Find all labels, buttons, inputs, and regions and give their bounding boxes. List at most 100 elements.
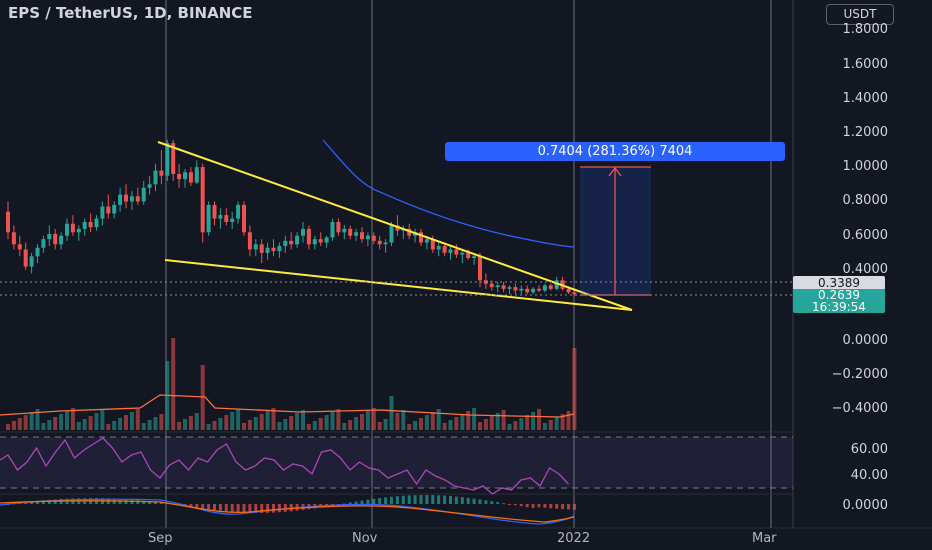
macd-histogram-bar bbox=[484, 500, 488, 504]
macd-histogram-bar bbox=[248, 504, 252, 513]
volume-bar bbox=[478, 422, 482, 430]
volume-bar bbox=[112, 421, 117, 430]
volume-bar bbox=[153, 417, 158, 430]
currency-button[interactable]: USDT bbox=[826, 4, 894, 25]
candle-body bbox=[29, 256, 34, 267]
macd-histogram-bar bbox=[360, 500, 364, 504]
macd-histogram-bar bbox=[454, 496, 458, 504]
volume-bar bbox=[389, 396, 394, 430]
candle-body bbox=[554, 280, 559, 289]
candle-body bbox=[301, 228, 305, 236]
volume-bar bbox=[159, 414, 164, 430]
candle-body bbox=[289, 240, 294, 245]
candle-body bbox=[11, 232, 16, 245]
volume-bar bbox=[413, 421, 418, 430]
candle-body bbox=[242, 204, 246, 233]
volume-bar bbox=[454, 417, 459, 430]
rsi-line bbox=[0, 437, 569, 495]
macd-histogram-bar bbox=[354, 501, 358, 504]
macd-histogram-bar bbox=[372, 498, 376, 504]
volume-bar bbox=[436, 409, 441, 430]
candle-body bbox=[112, 204, 117, 214]
candle-body bbox=[389, 225, 394, 243]
candle-body bbox=[230, 218, 235, 222]
candle-body bbox=[124, 194, 128, 202]
candle-body bbox=[548, 285, 553, 289]
volume-bar bbox=[236, 409, 241, 430]
candle-body bbox=[531, 288, 536, 293]
volume-bar bbox=[377, 422, 382, 430]
macd-histogram-bar bbox=[283, 504, 287, 512]
candle-body bbox=[342, 228, 347, 233]
price-tick: 1.4000 bbox=[842, 91, 889, 106]
volume-bar bbox=[23, 415, 28, 430]
price-tick: 0.4000 bbox=[842, 262, 889, 277]
macd-histogram-bar bbox=[572, 504, 576, 510]
candle-body bbox=[436, 246, 441, 250]
moving-average-line bbox=[322, 139, 575, 248]
rsi-pane bbox=[0, 436, 793, 495]
volume-bar bbox=[65, 411, 69, 430]
volume-bar bbox=[525, 415, 530, 430]
volume-bar bbox=[141, 423, 146, 430]
candle-body bbox=[371, 235, 376, 241]
volume-bar bbox=[76, 422, 81, 430]
candle-body bbox=[194, 167, 199, 183]
candle-body bbox=[76, 228, 81, 233]
volume-bar bbox=[295, 413, 300, 430]
macd-tick: 0.0000 bbox=[842, 498, 889, 513]
volume-bar bbox=[301, 410, 305, 430]
volume-bar bbox=[495, 413, 500, 430]
candle-body bbox=[489, 283, 494, 288]
volume-bar bbox=[354, 417, 359, 430]
macd-histogram-bar bbox=[513, 504, 517, 506]
candle-body bbox=[501, 285, 506, 289]
volume-bar bbox=[88, 416, 93, 430]
macd-histogram-bar bbox=[431, 495, 435, 504]
candle-body bbox=[47, 234, 52, 240]
macd-histogram-bar bbox=[236, 504, 240, 513]
macd-histogram-bar bbox=[201, 504, 205, 509]
volume-bar bbox=[312, 421, 317, 430]
volume-bar bbox=[29, 412, 34, 430]
volume-bar bbox=[548, 420, 553, 430]
volume-bar bbox=[383, 419, 388, 430]
volume-bar bbox=[147, 420, 152, 430]
candle-body bbox=[41, 239, 46, 248]
volume-bar bbox=[330, 412, 335, 430]
volume-bar bbox=[430, 412, 435, 430]
macd-histogram-bar bbox=[390, 496, 393, 504]
volume-bar bbox=[472, 408, 477, 430]
volume-bar bbox=[94, 413, 99, 430]
volume-bar bbox=[342, 423, 347, 430]
macd-histogram-bar bbox=[378, 498, 382, 504]
macd-histogram-bar bbox=[449, 496, 452, 504]
candle-body bbox=[395, 225, 400, 231]
volume-bar bbox=[407, 424, 412, 430]
volume-bar bbox=[531, 412, 536, 430]
candle-body bbox=[460, 252, 465, 255]
candle-body bbox=[542, 285, 547, 291]
candle-body bbox=[129, 196, 134, 202]
macd-histogram-bar bbox=[384, 497, 388, 504]
candle-body bbox=[283, 240, 288, 246]
candle-body bbox=[106, 206, 111, 214]
candle-body bbox=[348, 228, 353, 236]
volume-bar bbox=[230, 412, 235, 430]
price-tick: 0.8000 bbox=[842, 193, 889, 208]
candle-body bbox=[100, 206, 105, 219]
candle-body bbox=[147, 184, 152, 188]
macd-histogram-bar bbox=[531, 504, 535, 509]
time-label: Mar bbox=[752, 531, 777, 546]
candle-body bbox=[277, 246, 282, 252]
volume-bar bbox=[442, 423, 447, 430]
volume-bar bbox=[265, 411, 270, 430]
candle-body bbox=[271, 247, 276, 252]
macd-histogram-bar bbox=[561, 504, 565, 510]
symbol-title[interactable]: EPS / TetherUS, 1D, BINANCE bbox=[8, 4, 253, 22]
volume-bar bbox=[206, 424, 211, 430]
volume-bar bbox=[542, 423, 547, 430]
macd-histogram-bar bbox=[419, 495, 423, 504]
volume-bar bbox=[242, 423, 246, 430]
